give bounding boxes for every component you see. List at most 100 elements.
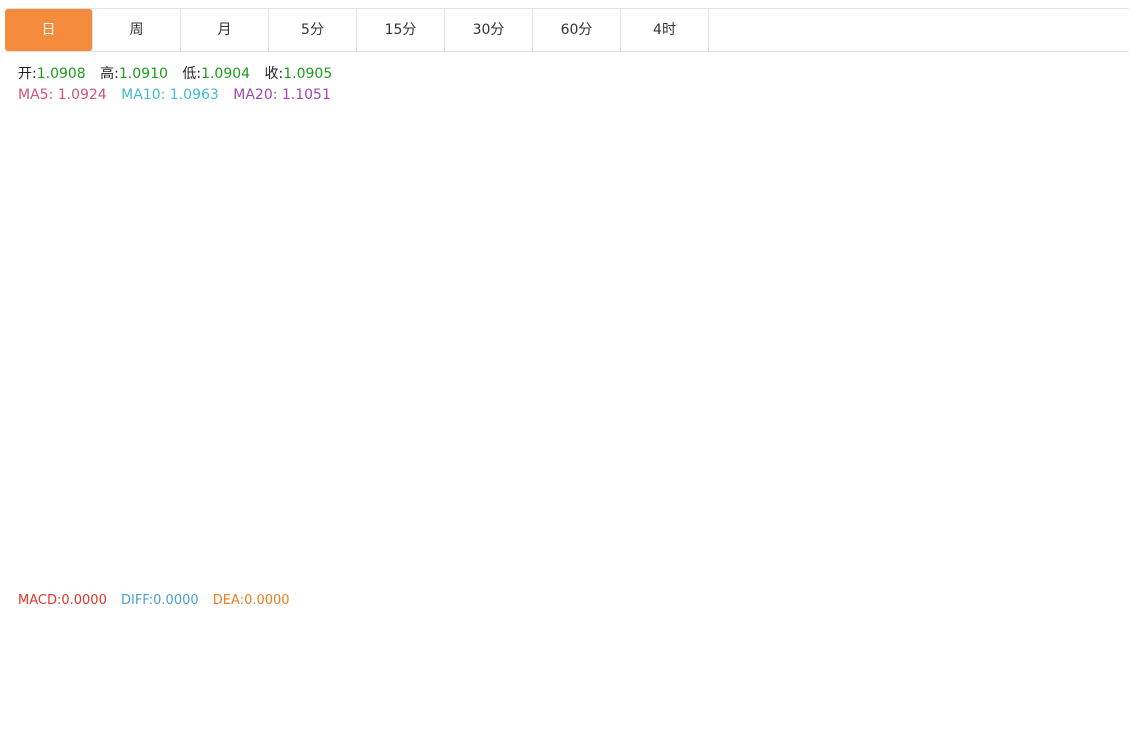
diff-value: DIFF:0.0000: [120, 593, 199, 608]
macd-bar: [259, 678, 270, 722]
candle-body: [334, 323, 345, 367]
period-tabs: 日周月 5分 15分 30分 60分 4时: [5, 8, 1129, 52]
candle-body: [214, 387, 225, 425]
candle: [843, 248, 854, 302]
tab-1[interactable]: 周: [93, 9, 181, 51]
macd-bar: [184, 678, 195, 715]
candle-body: [274, 426, 285, 430]
price-tick-label: 1.1172: [1050, 148, 1092, 162]
candle-body: [963, 412, 974, 434]
candle-body: [513, 262, 524, 295]
candle: [349, 305, 360, 369]
candle: [828, 184, 839, 287]
candle: [124, 474, 135, 508]
candle-body: [708, 166, 719, 212]
macd-bar: [558, 678, 569, 699]
macd-bar: [903, 666, 914, 678]
candle: [19, 391, 30, 447]
macd-bar: [948, 673, 959, 678]
candle: [49, 439, 60, 469]
candle: [738, 160, 749, 248]
candle-body: [349, 308, 360, 368]
macd-bar: [513, 678, 524, 697]
candle-body: [933, 401, 944, 405]
dea-line: [5, 627, 984, 728]
macd-bar: [963, 675, 974, 678]
macd-bar: [873, 663, 884, 678]
ma5-value: MA5: 1.0924: [18, 87, 107, 103]
macd-bar: [334, 678, 345, 707]
macd-bar: [468, 678, 479, 686]
tab-2[interactable]: 月: [181, 9, 269, 51]
candle: [259, 395, 270, 462]
close-label: 收:: [264, 66, 284, 82]
macd-bar: [528, 678, 539, 699]
candle-body: [873, 306, 884, 363]
macd-bar: [393, 670, 404, 678]
candle: [289, 399, 300, 431]
candle-body: [858, 293, 869, 306]
candle-body: [783, 149, 794, 200]
macd-bar: [109, 678, 120, 693]
low-value: 1.0904: [201, 66, 251, 82]
candle: [319, 287, 330, 356]
candle: [753, 146, 764, 227]
open-value: 1.0908: [36, 66, 86, 82]
candle-body: [199, 431, 210, 559]
candle-body: [723, 165, 734, 168]
candle-body: [678, 198, 689, 218]
candle-body: [918, 361, 929, 402]
macd-bar: [978, 677, 989, 679]
candle: [423, 125, 434, 225]
candle: [708, 147, 719, 263]
candle: [528, 260, 539, 309]
candle-body: [543, 249, 554, 294]
tab-5[interactable]: 30分: [445, 9, 533, 51]
macd-bar: [423, 663, 434, 678]
candle: [64, 439, 75, 471]
candle-body: [4, 443, 15, 452]
candle-body: [364, 246, 375, 312]
tab-4[interactable]: 15分: [357, 9, 445, 51]
candle: [558, 209, 569, 258]
candle-body: [948, 405, 959, 407]
candle: [633, 257, 644, 331]
candle-body: [573, 220, 584, 247]
macd-bar: [783, 633, 794, 678]
candle-body: [828, 198, 839, 266]
ma20-value: MA20: 1.1051: [233, 87, 331, 103]
macd-bar: [304, 678, 315, 711]
ma5-line: [9, 167, 984, 526]
macd-bar: [738, 652, 749, 678]
candle: [274, 409, 285, 432]
candle-body: [618, 316, 629, 324]
open-label: 开:: [18, 66, 37, 82]
tab-7[interactable]: 4时: [621, 9, 709, 51]
ma20-line: [9, 223, 984, 488]
candle-body: [648, 258, 659, 262]
candle: [229, 376, 240, 437]
candle-body: [393, 179, 404, 202]
candle: [214, 327, 225, 450]
candle-body: [79, 452, 90, 491]
tab-0[interactable]: 日: [5, 9, 93, 51]
candle-body: [109, 500, 120, 508]
candle-body: [798, 151, 809, 171]
candle-body: [528, 262, 539, 293]
tab-3[interactable]: 5分: [269, 9, 357, 51]
candle: [483, 189, 494, 278]
macd-bar: [588, 678, 599, 714]
macd-bar: [124, 678, 135, 701]
candle-body: [289, 409, 300, 428]
macd-bar: [169, 678, 180, 714]
candle: [453, 136, 464, 179]
candle: [154, 510, 165, 549]
macd-bar: [918, 670, 929, 678]
macd-bar: [408, 669, 419, 678]
tab-6[interactable]: 60分: [533, 9, 621, 51]
candle-body: [978, 433, 989, 437]
macd-bar: [438, 669, 449, 678]
macd-bar: [214, 678, 225, 704]
candle-body: [94, 491, 105, 507]
